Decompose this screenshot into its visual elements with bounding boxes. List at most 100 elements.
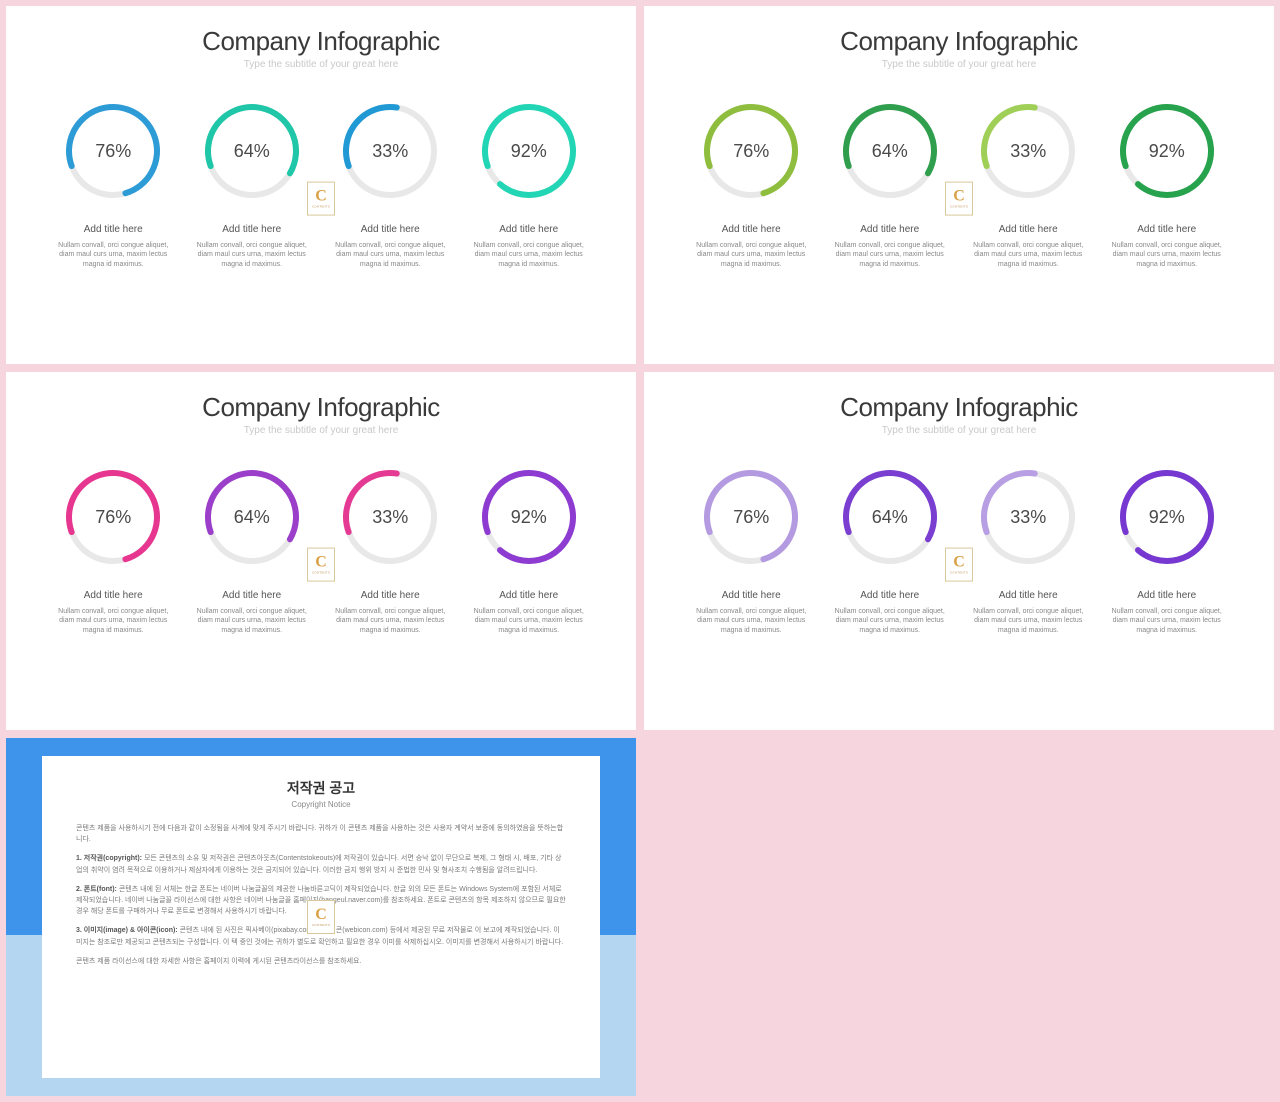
ring-title: Add title here	[222, 590, 281, 601]
slide-1: Company Infographic Type the subtitle of …	[6, 6, 636, 364]
slide-title: Company Infographic	[674, 392, 1244, 423]
slide-3: Company Infographic Type the subtitle of …	[6, 372, 636, 730]
ring-item-3: 92% Add title here Nullam convall, orci …	[462, 466, 595, 635]
donut-chart: 92%	[1116, 100, 1218, 202]
donut-chart: 64%	[839, 466, 941, 568]
slide-subtitle: Type the subtitle of your great here	[36, 59, 606, 70]
donut-chart: 64%	[839, 100, 941, 202]
slide-4: Company Infographic Type the subtitle of …	[644, 372, 1274, 730]
ring-desc: Nullam convall, orci congue aliquet, dia…	[962, 607, 1095, 635]
ring-desc: Nullam convall, orci congue aliquet, dia…	[962, 241, 1095, 269]
ring-item-1: 64% Add title here Nullam convall, orci …	[823, 466, 956, 635]
copyright-s3-label: 3. 이미지(image) & 아이콘(icon):	[76, 927, 178, 934]
copyright-s1-label: 1. 저작권(copyright):	[76, 855, 142, 862]
ring-desc: Nullam convall, orci congue aliquet, dia…	[185, 241, 318, 269]
ring-desc: Nullam convall, orci congue aliquet, dia…	[462, 241, 595, 269]
ring-percent-label: 64%	[839, 100, 941, 202]
ring-desc: Nullam convall, orci congue aliquet, dia…	[47, 241, 180, 269]
donut-chart: 92%	[478, 466, 580, 568]
ring-percent-label: 64%	[201, 466, 303, 568]
ring-item-2: 33% Add title here Nullam convall, orci …	[962, 100, 1095, 269]
donut-chart: 76%	[62, 466, 164, 568]
ring-title: Add title here	[722, 590, 781, 601]
ring-percent-label: 92%	[1116, 100, 1218, 202]
ring-percent-label: 92%	[1116, 466, 1218, 568]
empty-cell	[644, 738, 1274, 1096]
donut-chart: 33%	[339, 100, 441, 202]
ring-percent-label: 64%	[839, 466, 941, 568]
slide-title: Company Infographic	[36, 26, 606, 57]
ring-desc: Nullam convall, orci congue aliquet, dia…	[685, 607, 818, 635]
donut-chart: 76%	[700, 100, 802, 202]
ring-item-0: 76% Add title here Nullam convall, orci …	[47, 100, 180, 269]
slide-title: Company Infographic	[674, 26, 1244, 57]
ring-item-3: 92% Add title here Nullam convall, orci …	[462, 100, 595, 269]
slide-copyright: 저작권 공고 Copyright Notice 콘텐츠 제품을 사용하시기 전에…	[6, 738, 636, 1096]
ring-title: Add title here	[84, 224, 143, 235]
ring-desc: Nullam convall, orci congue aliquet, dia…	[47, 607, 180, 635]
copyright-s2-label: 2. 폰트(font):	[76, 886, 117, 893]
ring-desc: Nullam convall, orci congue aliquet, dia…	[685, 241, 818, 269]
ring-item-1: 64% Add title here Nullam convall, orci …	[823, 100, 956, 269]
ring-desc: Nullam convall, orci congue aliquet, dia…	[823, 607, 956, 635]
donut-chart: 76%	[62, 100, 164, 202]
ring-percent-label: 92%	[478, 466, 580, 568]
ring-title: Add title here	[84, 590, 143, 601]
watermark-sub: CONTENTS	[312, 923, 330, 927]
slide-subtitle: Type the subtitle of your great here	[674, 425, 1244, 436]
slide-subtitle: Type the subtitle of your great here	[674, 59, 1244, 70]
ring-title: Add title here	[999, 590, 1058, 601]
watermark-icon: C CONTENTS	[307, 900, 335, 934]
watermark-icon: C CONTENTS	[307, 548, 335, 582]
ring-desc: Nullam convall, orci congue aliquet, dia…	[1100, 607, 1233, 635]
watermark-icon: C CONTENTS	[307, 182, 335, 216]
copyright-body: 콘텐츠 제품을 사용하시기 전에 다음과 같이 소정됨을 사계에 맞게 주시기 …	[76, 823, 566, 967]
ring-item-3: 92% Add title here Nullam convall, orci …	[1100, 100, 1233, 269]
ring-percent-label: 33%	[339, 466, 441, 568]
watermark-icon: C CONTENTS	[945, 548, 973, 582]
donut-chart: 64%	[201, 100, 303, 202]
ring-title: Add title here	[722, 224, 781, 235]
ring-title: Add title here	[860, 224, 919, 235]
ring-percent-label: 76%	[62, 100, 164, 202]
donut-chart: 33%	[977, 466, 1079, 568]
ring-item-3: 92% Add title here Nullam convall, orci …	[1100, 466, 1233, 635]
watermark-letter: C	[953, 189, 965, 205]
ring-item-1: 64% Add title here Nullam convall, orci …	[185, 466, 318, 635]
watermark-sub: CONTENTS	[312, 571, 330, 575]
slide-title: Company Infographic	[36, 392, 606, 423]
ring-percent-label: 76%	[700, 466, 802, 568]
donut-chart: 33%	[339, 466, 441, 568]
ring-title: Add title here	[499, 224, 558, 235]
watermark-letter: C	[315, 189, 327, 205]
ring-item-0: 76% Add title here Nullam convall, orci …	[685, 466, 818, 635]
donut-chart: 64%	[201, 466, 303, 568]
copyright-subtitle: Copyright Notice	[76, 800, 566, 809]
ring-item-2: 33% Add title here Nullam convall, orci …	[324, 100, 457, 269]
donut-chart: 33%	[977, 100, 1079, 202]
ring-item-0: 76% Add title here Nullam convall, orci …	[47, 466, 180, 635]
watermark-letter: C	[315, 907, 327, 923]
ring-percent-label: 76%	[700, 100, 802, 202]
slide-subtitle: Type the subtitle of your great here	[36, 425, 606, 436]
ring-desc: Nullam convall, orci congue aliquet, dia…	[823, 241, 956, 269]
ring-title: Add title here	[222, 224, 281, 235]
ring-percent-label: 33%	[977, 100, 1079, 202]
ring-title: Add title here	[361, 224, 420, 235]
ring-title: Add title here	[860, 590, 919, 601]
watermark-sub: CONTENTS	[950, 205, 968, 209]
ring-desc: Nullam convall, orci congue aliquet, dia…	[462, 607, 595, 635]
copyright-title: 저작권 공고	[76, 778, 566, 798]
copyright-s1-text: 모든 콘텐츠의 소유 및 저작권은 콘텐츠아웃츠(Contentstokeout…	[76, 855, 561, 873]
donut-chart: 92%	[478, 100, 580, 202]
donut-chart: 92%	[1116, 466, 1218, 568]
watermark-letter: C	[315, 555, 327, 571]
ring-title: Add title here	[361, 590, 420, 601]
ring-percent-label: 92%	[478, 100, 580, 202]
copyright-section-1: 1. 저작권(copyright): 모든 콘텐츠의 소유 및 저작권은 콘텐츠…	[76, 853, 566, 875]
ring-item-2: 33% Add title here Nullam convall, orci …	[962, 466, 1095, 635]
ring-desc: Nullam convall, orci congue aliquet, dia…	[1100, 241, 1233, 269]
ring-item-0: 76% Add title here Nullam convall, orci …	[685, 100, 818, 269]
ring-desc: Nullam convall, orci congue aliquet, dia…	[324, 241, 457, 269]
watermark-sub: CONTENTS	[312, 205, 330, 209]
